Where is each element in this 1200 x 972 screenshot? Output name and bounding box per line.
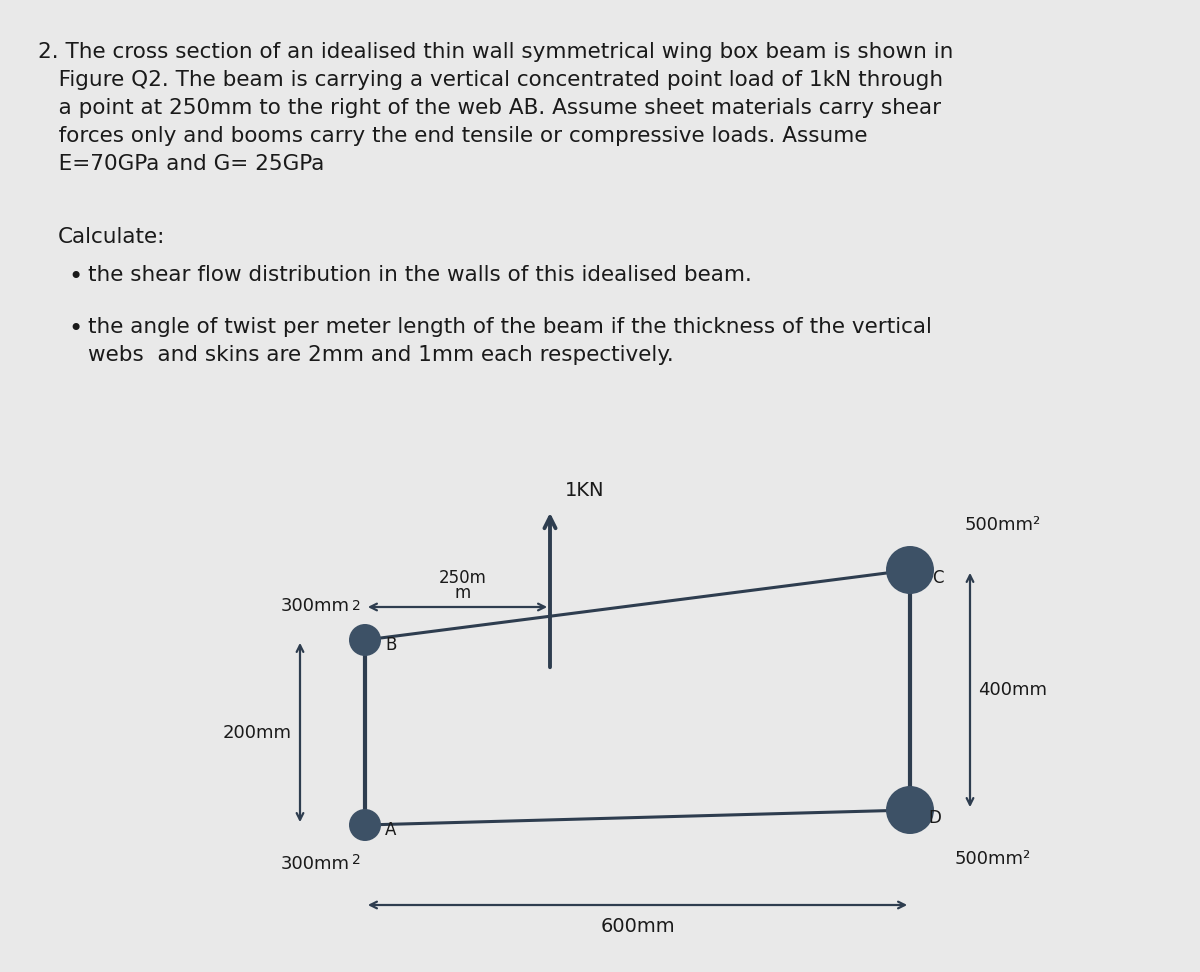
Text: Figure Q2. The beam is carrying a vertical concentrated point load of 1kN throug: Figure Q2. The beam is carrying a vertic…: [38, 70, 943, 90]
Circle shape: [886, 786, 934, 834]
Text: m: m: [455, 584, 470, 602]
Text: the angle of twist per meter length of the beam if the thickness of the vertical: the angle of twist per meter length of t…: [88, 317, 932, 337]
Text: forces only and booms carry the end tensile or compressive loads. Assume: forces only and booms carry the end tens…: [38, 126, 868, 146]
Text: A: A: [385, 821, 396, 839]
Text: Calculate:: Calculate:: [58, 227, 166, 247]
Text: 300mm: 300mm: [281, 597, 350, 615]
Circle shape: [886, 546, 934, 594]
Circle shape: [349, 809, 382, 841]
Text: 300mm: 300mm: [281, 855, 350, 873]
Text: •: •: [68, 317, 83, 341]
Text: 600mm: 600mm: [600, 917, 674, 936]
Text: a point at 250mm to the right of the web AB. Assume sheet materials carry shear: a point at 250mm to the right of the web…: [38, 98, 941, 118]
Text: the shear flow distribution in the walls of this idealised beam.: the shear flow distribution in the walls…: [88, 265, 752, 285]
Text: E=70GPa and G= 25GPa: E=70GPa and G= 25GPa: [38, 154, 324, 174]
Text: 1KN: 1KN: [565, 481, 605, 500]
Text: 500mm²: 500mm²: [955, 850, 1031, 868]
Text: •: •: [68, 265, 83, 289]
Text: B: B: [385, 636, 396, 654]
Text: 2: 2: [352, 853, 361, 867]
Text: 2: 2: [352, 599, 361, 613]
Text: D: D: [928, 809, 941, 827]
Text: webs  and skins are 2mm and 1mm each respectively.: webs and skins are 2mm and 1mm each resp…: [88, 345, 673, 365]
Text: 200mm: 200mm: [223, 723, 292, 742]
Text: 250m: 250m: [438, 569, 486, 587]
Text: C: C: [932, 569, 943, 587]
Text: 500mm²: 500mm²: [965, 516, 1042, 534]
Circle shape: [349, 624, 382, 656]
Text: 2. The cross section of an idealised thin wall symmetrical wing box beam is show: 2. The cross section of an idealised thi…: [38, 42, 953, 62]
Text: 400mm: 400mm: [978, 681, 1046, 699]
